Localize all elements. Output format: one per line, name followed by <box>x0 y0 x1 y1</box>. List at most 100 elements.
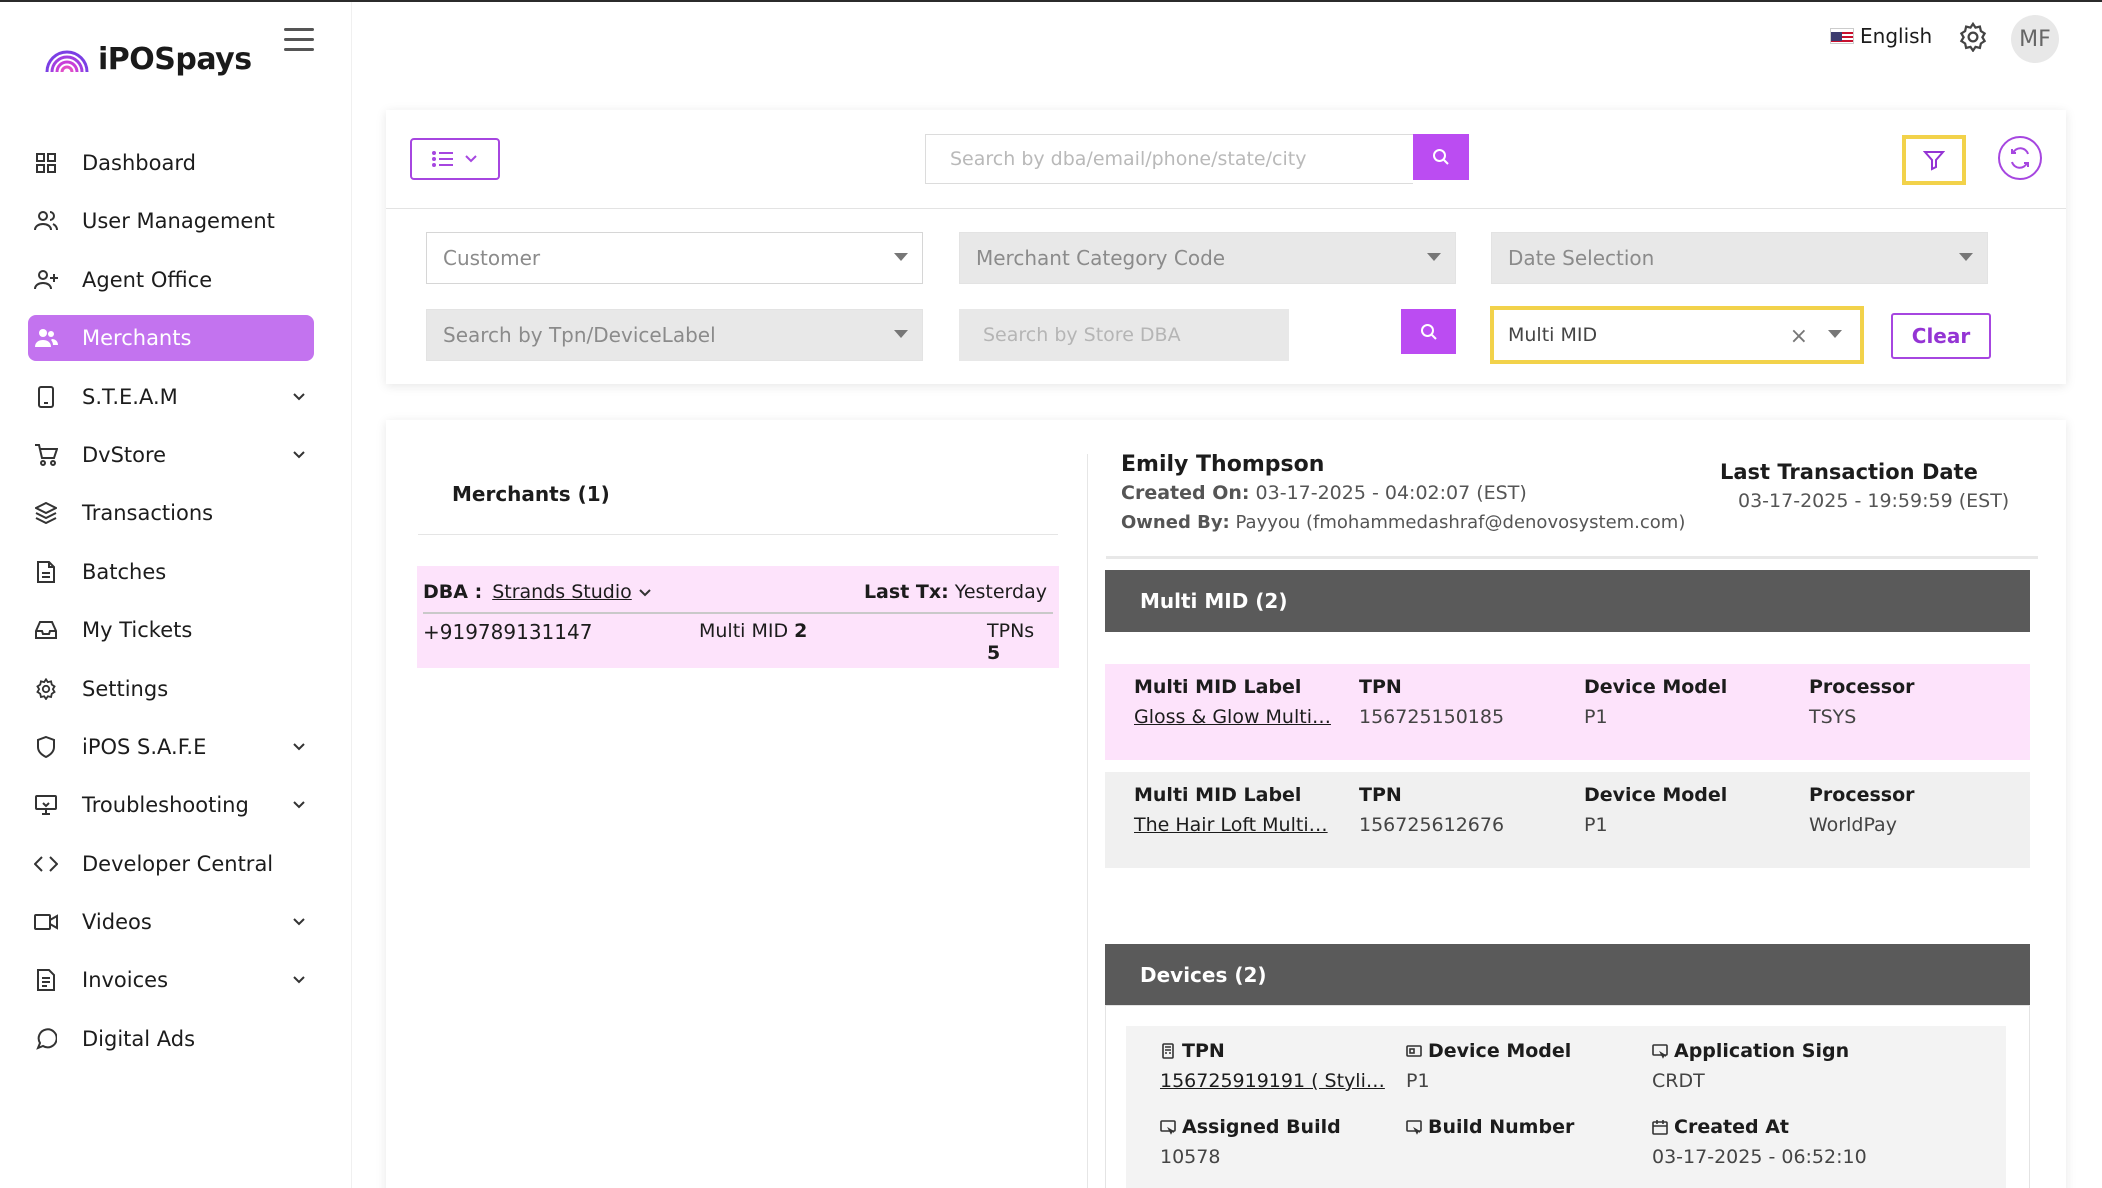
sidebar-item-user-management[interactable]: User Management <box>28 198 314 244</box>
brand-name: iPOSpays <box>98 42 252 77</box>
merchant-search-input[interactable]: Search by dba/email/phone/state/city <box>925 134 1413 184</box>
date-selection-dropdown[interactable]: Date Selection <box>1491 232 1988 284</box>
mcc-dropdown-label: Merchant Category Code <box>976 246 1226 270</box>
chat-icon <box>34 1027 58 1051</box>
view-toggle-button[interactable] <box>410 138 500 180</box>
caret-down-icon <box>894 253 908 261</box>
video-icon <box>34 910 58 934</box>
sidebar-item-videos[interactable]: Videos <box>28 899 314 945</box>
merchant-tpns: TPNs 5 <box>987 620 1059 664</box>
sidebar-item-agent-office[interactable]: Agent Office <box>28 257 314 303</box>
sidebar-item-merchants[interactable]: Merchants <box>28 315 314 362</box>
panel-splitter <box>1087 454 1088 1188</box>
multi-mid-row[interactable]: Multi MID Label Gloss & Glow Multi… TPN … <box>1105 664 2030 760</box>
sidebar-item-transactions[interactable]: Transactions <box>28 490 314 536</box>
mid-label-header: Multi MID Label <box>1134 784 1302 806</box>
language-label: English <box>1860 24 1933 48</box>
avatar[interactable]: MF <box>2011 15 2059 63</box>
sidebar-item-invoices[interactable]: Invoices <box>28 957 314 1003</box>
sidebar-item-troubleshooting[interactable]: Troubleshooting <box>28 782 314 828</box>
mid-label-col: Multi MID Label Gloss & Glow Multi… <box>1134 676 1331 728</box>
sidebar-item-label: User Management <box>82 209 275 234</box>
sidebar-item-digital-ads[interactable]: Digital Ads <box>28 1016 314 1062</box>
sidebar-item-dvstore[interactable]: DvStore <box>28 432 314 478</box>
sidebar-item-my-tickets[interactable]: My Tickets <box>28 607 314 653</box>
store-search-button[interactable] <box>1401 309 1456 354</box>
tpn-header: TPN <box>1359 784 1402 806</box>
sidebar-item-dashboard[interactable]: Dashboard <box>28 140 314 186</box>
sidebar-item-settings[interactable]: Settings <box>28 666 314 712</box>
date-dropdown-label: Date Selection <box>1508 246 1655 270</box>
tpns-label: TPNs <box>987 620 1035 642</box>
caret-down-icon <box>1959 253 1973 261</box>
created-on: Created On: 03-17-2025 - 04:02:07 (EST) <box>1121 482 1527 504</box>
device-model-value: P1 <box>1584 814 1608 836</box>
chevron-down-icon[interactable] <box>638 588 652 598</box>
device-model-label: Device Model <box>1428 1040 1572 1062</box>
brand-logo[interactable]: iPOSpays <box>44 42 252 77</box>
owned-by-label: Owned By: <box>1121 512 1230 533</box>
processor-header: Processor <box>1809 676 1915 698</box>
mid-model-col: Device Model P1 <box>1584 784 1727 836</box>
detail-divider <box>1106 556 2038 559</box>
build-number-label: Build Number <box>1428 1116 1575 1138</box>
clear-selection-icon[interactable]: × <box>1789 324 1808 349</box>
multi-mid-row[interactable]: Multi MID Label The Hair Loft Multi… TPN… <box>1105 772 2030 868</box>
dba-link[interactable]: Strands Studio <box>492 581 632 603</box>
file-icon <box>34 560 58 584</box>
mid-model-col: Device Model P1 <box>1584 676 1727 728</box>
sidebar-item-batches[interactable]: Batches <box>28 549 314 595</box>
clear-button[interactable]: Clear <box>1891 313 1991 359</box>
settings-gear-icon[interactable] <box>1958 21 1988 53</box>
filter-toggle-button[interactable] <box>1902 135 1966 185</box>
multi-mid-select[interactable]: Multi MID × <box>1490 306 1864 364</box>
tpn-value: 156725150185 <box>1359 706 1505 728</box>
sidebar-item-ipos-safe[interactable]: iPOS S.A.F.E <box>28 724 314 770</box>
merchant-list-item[interactable]: DBA : Strands Studio Last Tx: Yesterday … <box>417 566 1059 668</box>
created-on-value: 03-17-2025 - 04:02:07 (EST) <box>1255 482 1527 504</box>
chevron-down-icon <box>293 918 305 926</box>
merchant-detail-panel: Merchants (1) DBA : Strands Studio Last … <box>386 420 2066 1188</box>
store-dba-search-input[interactable]: Search by Store DBA <box>959 309 1289 361</box>
merchant-row-divider <box>423 612 1053 614</box>
sidebar: iPOSpays Dashboard User Management Agent… <box>0 2 352 1188</box>
customer-dropdown[interactable]: Customer <box>426 232 923 284</box>
device-tpn-link[interactable]: 156725919191 ( Styli… <box>1160 1070 1385 1092</box>
mcc-dropdown[interactable]: Merchant Category Code <box>959 232 1456 284</box>
terminal-icon <box>1162 1043 1174 1059</box>
cart-icon <box>34 443 58 467</box>
tpn-value: 156725612676 <box>1359 814 1505 836</box>
refresh-button[interactable] <box>1998 136 2042 180</box>
created-at-label: Created At <box>1674 1116 1789 1138</box>
processor-value: WorldPay <box>1809 814 1897 836</box>
gear-icon <box>34 677 58 701</box>
list-icon <box>432 151 453 167</box>
chevron-down-icon <box>293 801 305 809</box>
merchant-multi-mid: Multi MID 2 <box>699 620 807 642</box>
device-model-value: P1 <box>1584 706 1608 728</box>
caret-down-icon <box>894 330 908 338</box>
invoice-icon <box>34 968 58 992</box>
mid-label-link[interactable]: Gloss & Glow Multi… <box>1134 706 1331 728</box>
devices-panel: TPN 156725919191 ( Styli… Device Model P… <box>1105 1005 2030 1188</box>
menu-toggle-icon[interactable] <box>284 28 314 52</box>
mid-label-link[interactable]: The Hair Loft Multi… <box>1134 814 1328 836</box>
language-selector[interactable]: English <box>1830 24 1932 48</box>
created-on-label: Created On: <box>1121 482 1250 504</box>
sidebar-item-label: Dashboard <box>82 151 196 175</box>
search-button[interactable] <box>1413 134 1469 180</box>
chevron-down-icon <box>293 976 305 984</box>
filter-divider <box>386 208 2066 209</box>
code-icon <box>34 852 58 876</box>
user-plus-icon <box>34 268 58 292</box>
multi-mid-label: Multi MID <box>699 620 789 642</box>
merchants-divider <box>418 534 1058 535</box>
last-tx-value: Yesterday <box>954 581 1047 603</box>
sidebar-item-developer-central[interactable]: Developer Central <box>28 841 314 887</box>
devices-section-header: Devices (2) <box>1105 944 2030 1006</box>
sidebar-item-label: Invoices <box>82 968 169 993</box>
sidebar-item-steam[interactable]: S.T.E.A.M <box>28 374 314 420</box>
tpn-search-dropdown[interactable]: Search by Tpn/DeviceLabel <box>426 309 923 361</box>
chevron-down-icon <box>293 392 305 400</box>
last-tx-label: Last Tx: <box>863 581 949 603</box>
